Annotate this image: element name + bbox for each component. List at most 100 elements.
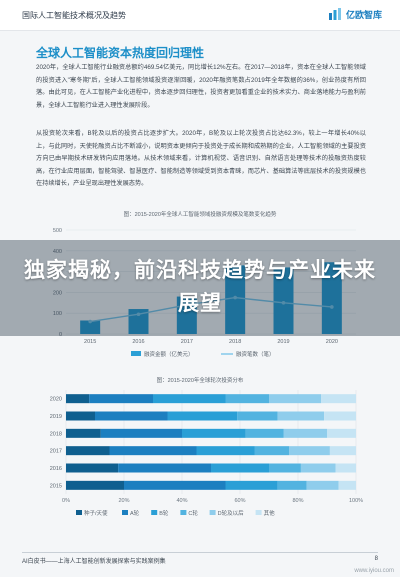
series-line	[90, 296, 332, 323]
y-tick-label: 0	[59, 332, 62, 338]
bar-segment	[211, 463, 269, 473]
legend-swatch	[122, 510, 128, 515]
bar-segment	[245, 428, 284, 438]
line-point	[136, 312, 141, 317]
figure-caption: 图：2015-2020年全球人工智能领域投融资规模及笔数变化趋势	[123, 212, 277, 218]
bar-segment	[118, 463, 211, 473]
y-tick-label: 2015	[50, 483, 62, 489]
legend-swatch	[180, 510, 187, 515]
legend-label: A轮	[130, 509, 140, 517]
investment-trend-chart: 500 400 300 200 100 0 2015 2016 2017 2018 2019 2020…	[53, 228, 356, 358]
x-tick-label: 2015	[84, 339, 96, 345]
overlay-headline: 独家揭秘，前沿科技趋势与产业未来展望	[24, 259, 376, 315]
bar-segment	[300, 463, 336, 473]
bar-segment	[237, 411, 278, 421]
bar-segment	[269, 463, 301, 473]
bar-segment	[335, 463, 356, 473]
bar	[321, 262, 342, 334]
y-tick-label: 100	[53, 311, 62, 317]
y-tick-label: 200	[53, 290, 62, 296]
overlay-band	[0, 240, 400, 336]
x-tick-label: 20%	[118, 498, 129, 504]
logo-icon	[328, 8, 341, 20]
bar-segment	[283, 428, 327, 438]
bar-segment	[225, 480, 278, 490]
bar-segment	[153, 394, 226, 404]
bar	[273, 267, 294, 334]
legend-label: 融资笔数（笔）	[236, 350, 275, 358]
y-tick-label: 2019	[50, 414, 62, 420]
watermark: www.iyiou.com	[354, 568, 394, 574]
x-tick-label: 60%	[234, 498, 245, 504]
page-header: 国际人工智能技术概况及趋势 亿欧智库	[0, 0, 400, 31]
line-point	[233, 295, 237, 300]
line-point	[185, 303, 189, 307]
section-title: 全球人工智能资本热度回归理性	[36, 46, 205, 60]
x-tick-label: 2019	[277, 339, 289, 345]
y-tick-label: 500	[53, 228, 62, 234]
y-tick-label: 2016	[50, 466, 62, 472]
bar-segment	[254, 446, 290, 456]
x-tick-label: 0%	[62, 498, 70, 504]
x-tick-label: 80%	[292, 498, 303, 504]
y-tick-label: 2020	[50, 397, 62, 403]
logo-text: 亿欧智库	[345, 9, 382, 20]
bar-segment	[196, 446, 255, 456]
bar-segment	[289, 446, 330, 456]
header-title: 国际人工智能技术概况及趋势	[22, 11, 126, 20]
bar-segment	[277, 411, 325, 421]
figure-caption: 图：2015-2020年全球轮次投资分布	[156, 378, 244, 384]
legend-label: 其他	[264, 509, 276, 517]
bar	[80, 320, 101, 334]
y-tick-label: 2017	[50, 449, 62, 455]
line-point	[330, 305, 334, 309]
footer-divider	[22, 552, 378, 553]
bar-segment	[167, 411, 238, 421]
bar-segment	[182, 428, 246, 438]
bar-segment	[95, 411, 168, 421]
bar-segment	[100, 428, 182, 438]
bar-segment	[66, 446, 110, 456]
legend-swatch	[209, 510, 216, 515]
bar-segment	[338, 480, 356, 490]
legend-swatch	[76, 510, 82, 515]
x-tick-label: 40%	[176, 498, 187, 504]
x-tick-label: 2020	[326, 339, 338, 345]
legend-label: 融资金额（亿美元）	[144, 350, 194, 358]
page-number: 8	[374, 556, 378, 562]
x-tick-label: 2018	[229, 339, 241, 345]
legend-swatch	[151, 510, 158, 515]
y-tick-label: 400	[53, 249, 62, 255]
bar-segment	[109, 446, 197, 456]
bar-segment	[66, 394, 90, 404]
y-tick-label: 2018	[50, 431, 62, 437]
x-tick-label: 2016	[132, 339, 144, 345]
y-tick-label: 300	[53, 270, 62, 276]
bar-segment	[306, 480, 339, 490]
legend-label: B轮	[159, 509, 169, 517]
bar-segment	[66, 411, 95, 421]
bar-segment	[329, 446, 356, 456]
line-point	[281, 301, 286, 305]
legend-swatch	[255, 510, 262, 515]
bar-segment	[321, 394, 356, 404]
x-tick-label: 2017	[181, 339, 193, 345]
footer-text: AI白皮书——上海人工智能创新发展探索与实践案例集	[22, 559, 166, 565]
round-distribution-chart: 0% 20% 40% 60% 80% 100% 2020 2019 2018 2017 2016 20…	[50, 390, 363, 517]
line-point	[88, 319, 92, 324]
paragraph: 从投资轮次来看，B轮及以后的投资占比逐步扩大。2020年，B轮及以上轮次投资占比…	[36, 130, 366, 187]
bar	[225, 265, 246, 334]
legend-label: D轮及以后	[218, 509, 244, 517]
paragraph: 2020年，全球人工智能行业融资总额约469.54亿美元，同比增长12%左右。在…	[36, 64, 366, 109]
brand-logo: 亿欧智库	[328, 7, 382, 21]
bar-segment	[327, 428, 356, 438]
bar-segment	[89, 394, 153, 404]
bar-segment	[66, 463, 119, 473]
x-tick-label: 100%	[349, 498, 363, 504]
bar-segment	[124, 480, 226, 490]
legend-label: C轮	[188, 509, 198, 517]
bar-segment	[66, 428, 101, 438]
bar-segment	[225, 394, 269, 404]
bar-segment	[269, 394, 322, 404]
